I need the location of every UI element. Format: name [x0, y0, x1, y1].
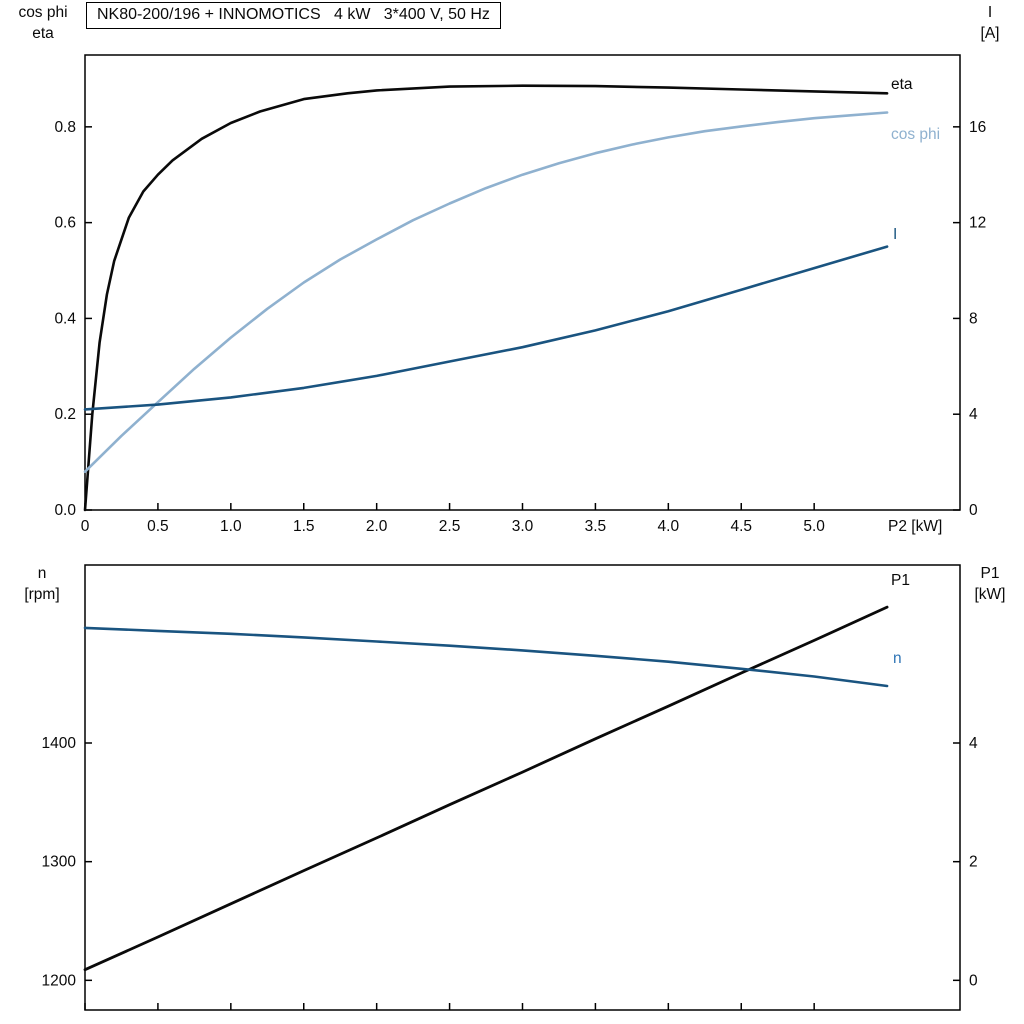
chart-title: NK80-200/196 + INNOMOTICS 4 kW 3*400 V, …	[86, 2, 501, 29]
svg-text:1.0: 1.0	[220, 518, 242, 535]
svg-text:0.5: 0.5	[147, 518, 169, 535]
svg-text:4.5: 4.5	[730, 518, 752, 535]
svg-text:2.0: 2.0	[366, 518, 388, 535]
svg-text:3.5: 3.5	[585, 518, 607, 535]
bottom-right-axis-line1: P1	[980, 565, 1000, 582]
svg-text:0.4: 0.4	[54, 310, 76, 327]
top-right-axis-line1: I	[987, 4, 993, 21]
top-left-axis-line2: eta	[32, 24, 54, 42]
svg-text:5.0: 5.0	[803, 518, 825, 535]
svg-text:0.8: 0.8	[54, 119, 76, 136]
svg-text:0: 0	[969, 972, 978, 989]
x-axis-title: P2 [kW]	[888, 518, 943, 535]
svg-text:1400: 1400	[42, 735, 77, 752]
svg-text:0.6: 0.6	[54, 215, 76, 232]
svg-text:4: 4	[969, 406, 978, 423]
current-curve-label: I	[893, 226, 898, 243]
svg-text:8: 8	[969, 310, 978, 327]
svg-text:0: 0	[969, 502, 978, 519]
bottom-right-axis-line2: [kW]	[974, 585, 1006, 603]
svg-text:4: 4	[969, 735, 978, 752]
svg-text:0.0: 0.0	[54, 502, 76, 519]
svg-text:12: 12	[969, 215, 986, 232]
svg-text:0.2: 0.2	[54, 406, 76, 423]
bottom-left-axis-header: n [rpm]	[8, 564, 76, 606]
svg-text:16: 16	[969, 119, 986, 136]
svg-text:1300: 1300	[42, 854, 77, 871]
svg-text:0: 0	[81, 518, 90, 535]
top-left-axis-header: cos phi eta	[6, 3, 80, 45]
n-curve-label: n	[893, 650, 902, 667]
top-right-axis-header: I [A]	[962, 3, 1018, 45]
cosphi-curve-label: cos phi	[891, 126, 941, 143]
bottom-right-axis-header: P1 [kW]	[960, 564, 1020, 606]
eta-curve-label: eta	[891, 76, 913, 93]
svg-text:1.5: 1.5	[293, 518, 315, 535]
svg-text:4.0: 4.0	[658, 518, 680, 535]
svg-text:2: 2	[969, 854, 978, 871]
p1-curve-label: P1	[891, 572, 910, 589]
svg-text:3.0: 3.0	[512, 518, 534, 535]
svg-text:2.5: 2.5	[439, 518, 461, 535]
bottom-left-axis-line2: [rpm]	[24, 585, 60, 603]
bottom-left-axis-line1: n	[37, 565, 47, 582]
top-right-axis-line2: [A]	[980, 24, 1000, 42]
svg-text:1200: 1200	[42, 972, 77, 989]
top-left-axis-line1: cos phi	[18, 4, 68, 21]
